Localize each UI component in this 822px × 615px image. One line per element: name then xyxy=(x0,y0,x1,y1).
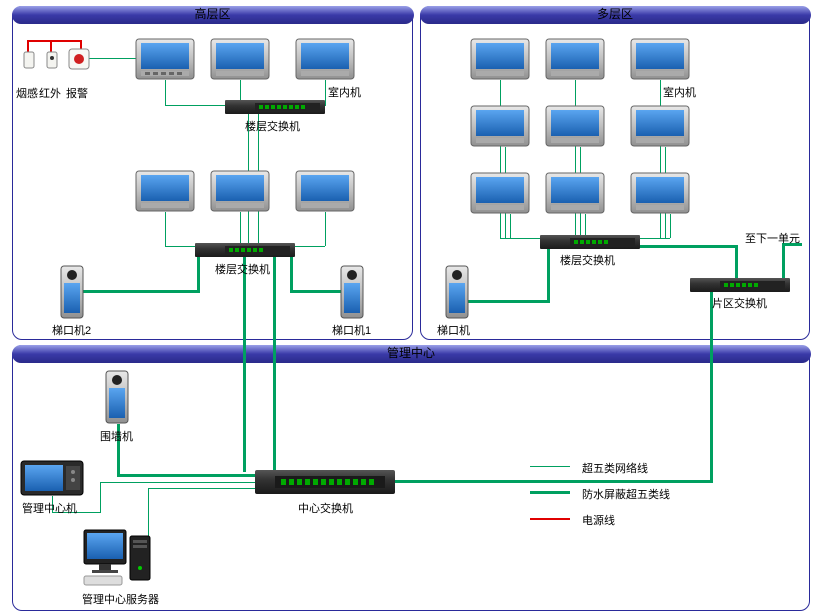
cable-trunk xyxy=(273,257,276,472)
cable xyxy=(585,214,586,236)
zone-title-multi: 多层区 xyxy=(420,6,811,24)
cable xyxy=(325,105,326,106)
indoor-unit-icon xyxy=(470,38,530,80)
gate-unit-icon xyxy=(340,265,364,319)
indoor-unit-icon xyxy=(295,170,355,212)
label-mgmt-host: 管理中心机 xyxy=(22,500,77,516)
indoor-unit-icon xyxy=(470,172,530,214)
server-pc-icon xyxy=(82,528,154,588)
district-switch-icon xyxy=(690,278,790,292)
legend-label-1: 超五类网络线 xyxy=(582,460,648,476)
label-alarm: 报警 xyxy=(62,85,92,101)
legend-line-thin xyxy=(530,466,570,467)
label-floor-switch: 楼层交换机 xyxy=(245,118,300,134)
label-wall-unit: 围墙机 xyxy=(100,428,133,444)
smoke-sensor-icon xyxy=(22,50,36,72)
cable xyxy=(670,214,671,238)
indoor-unit-icon xyxy=(630,38,690,80)
indoor-unit-icon xyxy=(210,38,270,80)
label-gate2: 梯口机2 xyxy=(52,322,91,338)
indoor-unit-icon xyxy=(630,105,690,147)
legend-label-2: 防水屏蔽超五类线 xyxy=(582,486,670,502)
cable xyxy=(325,212,326,246)
ir-sensor-icon xyxy=(45,50,59,72)
cable-thick xyxy=(197,257,200,293)
floor-switch-icon xyxy=(540,235,640,249)
indoor-unit-icon xyxy=(135,170,195,212)
label-indoor: 室内机 xyxy=(328,84,361,100)
indoor-unit-icon xyxy=(545,38,605,80)
label-district-switch: 片区交换机 xyxy=(712,295,767,311)
label-next-unit: 至下一单元 xyxy=(745,230,800,246)
cable-thick xyxy=(782,243,785,281)
zone-title-high: 高层区 xyxy=(12,6,414,24)
cable xyxy=(325,80,326,105)
legend-line-thick xyxy=(530,491,570,494)
cable-thick xyxy=(393,480,713,483)
cable xyxy=(240,80,241,100)
zone-title-mgmt: 管理中心 xyxy=(12,345,811,363)
cable-thick xyxy=(117,474,257,477)
floor-switch-icon xyxy=(225,100,325,114)
cable xyxy=(500,80,501,238)
cable-thick xyxy=(735,245,738,280)
indoor-unit-icon xyxy=(210,170,270,212)
indoor-unit-icon xyxy=(630,172,690,214)
label-mgmt-server: 管理中心服务器 xyxy=(82,591,159,607)
cable xyxy=(100,482,257,483)
label-indoor: 室内机 xyxy=(663,84,696,100)
cable-trunk xyxy=(243,257,246,472)
indoor-unit-icon xyxy=(295,38,355,80)
cable-thick xyxy=(290,257,293,293)
cable-thick xyxy=(82,290,197,293)
indoor-unit-icon xyxy=(135,38,195,80)
cable-thick xyxy=(710,292,713,482)
mgmt-host-icon xyxy=(20,460,84,496)
cable-thick xyxy=(547,249,550,303)
label-smoke: 烟感 xyxy=(16,85,38,101)
gate-unit-icon xyxy=(60,265,84,319)
label-gate1: 梯口机1 xyxy=(332,322,371,338)
label-ir: 红外 xyxy=(39,85,61,101)
cable xyxy=(148,488,258,489)
label-center-switch: 中心交换机 xyxy=(298,500,353,516)
cable xyxy=(165,80,166,105)
cable xyxy=(240,212,241,244)
cable xyxy=(100,482,101,513)
label-floor-switch: 楼层交换机 xyxy=(215,261,270,277)
cable xyxy=(165,212,166,246)
cable xyxy=(510,214,511,238)
cable xyxy=(660,80,661,238)
floor-switch-icon xyxy=(195,243,295,257)
gate-unit-icon xyxy=(445,265,469,319)
label-gate: 梯口机 xyxy=(437,322,470,338)
legend-line-red xyxy=(530,518,570,520)
cable-thick xyxy=(290,290,342,293)
wall-unit-icon xyxy=(105,370,129,424)
indoor-unit-icon xyxy=(545,172,605,214)
center-switch-icon xyxy=(255,470,395,494)
cable-power xyxy=(27,40,82,42)
cable-thick xyxy=(638,245,738,248)
indoor-unit-icon xyxy=(545,105,605,147)
legend-label-3: 电源线 xyxy=(582,512,615,528)
alarm-icon xyxy=(68,48,90,70)
indoor-unit-icon xyxy=(470,105,530,147)
label-floor-switch: 楼层交换机 xyxy=(560,252,615,268)
cable-thick xyxy=(467,300,547,303)
